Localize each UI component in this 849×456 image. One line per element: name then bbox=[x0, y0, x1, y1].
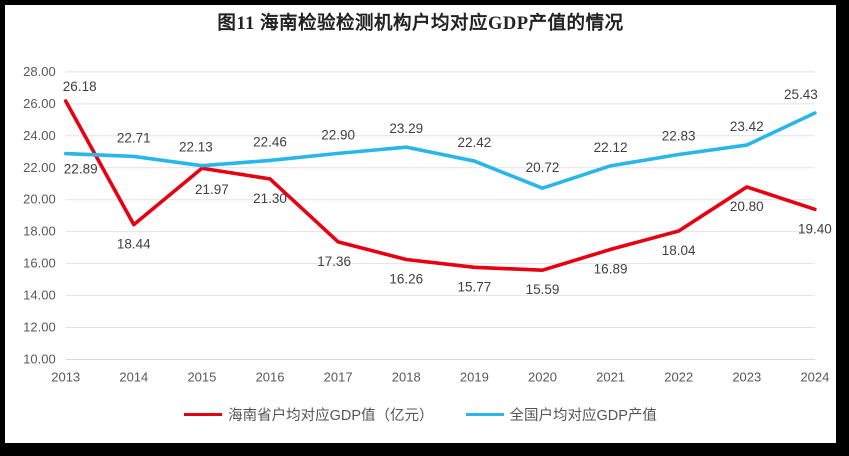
svg-text:2018: 2018 bbox=[392, 370, 421, 385]
svg-text:22.46: 22.46 bbox=[253, 134, 287, 149]
svg-text:26.00: 26.00 bbox=[23, 96, 56, 111]
svg-text:18.44: 18.44 bbox=[117, 237, 151, 252]
svg-text:22.83: 22.83 bbox=[662, 129, 696, 144]
svg-text:2014: 2014 bbox=[119, 370, 148, 385]
svg-text:14.00: 14.00 bbox=[23, 288, 56, 303]
svg-text:22.42: 22.42 bbox=[457, 135, 491, 150]
svg-text:20.80: 20.80 bbox=[730, 199, 764, 214]
svg-text:22.71: 22.71 bbox=[117, 130, 151, 145]
svg-text:22.90: 22.90 bbox=[321, 127, 355, 142]
svg-text:10.00: 10.00 bbox=[23, 352, 56, 367]
svg-text:22.00: 22.00 bbox=[23, 160, 56, 175]
svg-text:2013: 2013 bbox=[51, 370, 80, 385]
svg-text:16.26: 16.26 bbox=[389, 271, 423, 286]
svg-text:28.00: 28.00 bbox=[23, 64, 56, 79]
svg-text:18.00: 18.00 bbox=[23, 224, 56, 239]
svg-text:2017: 2017 bbox=[324, 370, 353, 385]
svg-text:21.97: 21.97 bbox=[195, 182, 229, 197]
svg-text:15.77: 15.77 bbox=[457, 279, 491, 294]
svg-text:23.29: 23.29 bbox=[389, 121, 423, 136]
svg-text:24.00: 24.00 bbox=[23, 128, 56, 143]
svg-text:19.40: 19.40 bbox=[798, 221, 832, 236]
svg-text:2020: 2020 bbox=[528, 370, 557, 385]
svg-text:2015: 2015 bbox=[187, 370, 216, 385]
svg-text:20.00: 20.00 bbox=[23, 192, 56, 207]
svg-text:16.00: 16.00 bbox=[23, 256, 56, 271]
svg-text:23.42: 23.42 bbox=[730, 119, 764, 134]
svg-text:21.30: 21.30 bbox=[253, 191, 287, 206]
svg-text:12.00: 12.00 bbox=[23, 320, 56, 335]
svg-text:2021: 2021 bbox=[596, 370, 625, 385]
svg-text:2023: 2023 bbox=[732, 370, 761, 385]
svg-text:22.89: 22.89 bbox=[64, 162, 98, 177]
svg-text:16.89: 16.89 bbox=[594, 261, 628, 276]
svg-text:2019: 2019 bbox=[460, 370, 489, 385]
svg-text:25.43: 25.43 bbox=[784, 87, 818, 102]
svg-text:2016: 2016 bbox=[256, 370, 285, 385]
svg-text:2022: 2022 bbox=[664, 370, 693, 385]
svg-text:26.18: 26.18 bbox=[63, 79, 97, 94]
svg-text:18.04: 18.04 bbox=[662, 243, 696, 258]
svg-text:2024: 2024 bbox=[800, 370, 829, 385]
svg-text:22.13: 22.13 bbox=[179, 140, 213, 155]
svg-text:22.12: 22.12 bbox=[594, 140, 628, 155]
svg-text:20.72: 20.72 bbox=[526, 160, 560, 175]
svg-text:15.59: 15.59 bbox=[526, 282, 560, 297]
svg-text:17.36: 17.36 bbox=[317, 254, 351, 269]
